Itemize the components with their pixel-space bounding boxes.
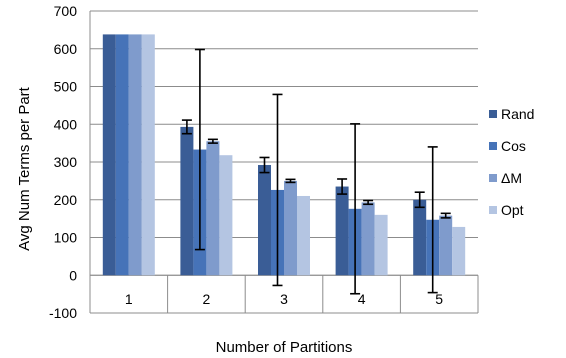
bar (439, 215, 453, 276)
y-tick-label: 100 (54, 230, 78, 246)
y-tick-label: 600 (54, 41, 78, 57)
x-tick-label: 5 (435, 291, 443, 307)
legend-swatch (489, 110, 497, 118)
x-tick-label: 2 (203, 291, 211, 307)
x-tick-label: 4 (358, 291, 366, 307)
bar (284, 180, 297, 276)
legend-swatch (489, 206, 497, 214)
legend-swatch (489, 142, 497, 150)
bar (102, 34, 116, 276)
x-axis-title: Number of Partitions (216, 339, 353, 356)
bars (102, 34, 466, 276)
y-tick-label: 0 (69, 267, 77, 283)
x-tick-label: 3 (280, 291, 288, 307)
bar (413, 199, 427, 276)
y-tick-label: 500 (54, 79, 78, 95)
legend-label: ΔM (501, 170, 522, 186)
bar (180, 126, 194, 276)
bar (141, 34, 155, 276)
bar (361, 202, 375, 276)
y-axis-title: Avg Num Terms per Part (16, 86, 33, 250)
y-axis-ticks: -100 0 100 200 300 400 500 600 700 (49, 3, 77, 321)
bar (452, 226, 466, 276)
legend-label: Opt (501, 202, 524, 218)
x-tick-label: 1 (125, 291, 133, 307)
bar (297, 195, 310, 276)
y-tick-label: 200 (54, 192, 78, 208)
y-tick-label: -100 (49, 305, 77, 321)
bar (115, 34, 129, 276)
x-axis: 1 2 3 4 5 (89, 274, 479, 313)
legend: Rand Cos ΔM Opt (489, 106, 534, 218)
legend-label: Cos (501, 138, 526, 154)
legend-label: Rand (501, 106, 534, 122)
y-tick-label: 300 (54, 154, 78, 170)
bar (374, 214, 388, 276)
bar (335, 186, 349, 276)
y-tick-label: 700 (54, 3, 78, 19)
bar (128, 34, 142, 276)
legend-swatch (489, 174, 497, 182)
error-bars (181, 48, 451, 295)
bar (258, 165, 271, 276)
bar (206, 141, 220, 276)
y-tick-label: 400 (54, 116, 78, 132)
bar (219, 155, 233, 276)
